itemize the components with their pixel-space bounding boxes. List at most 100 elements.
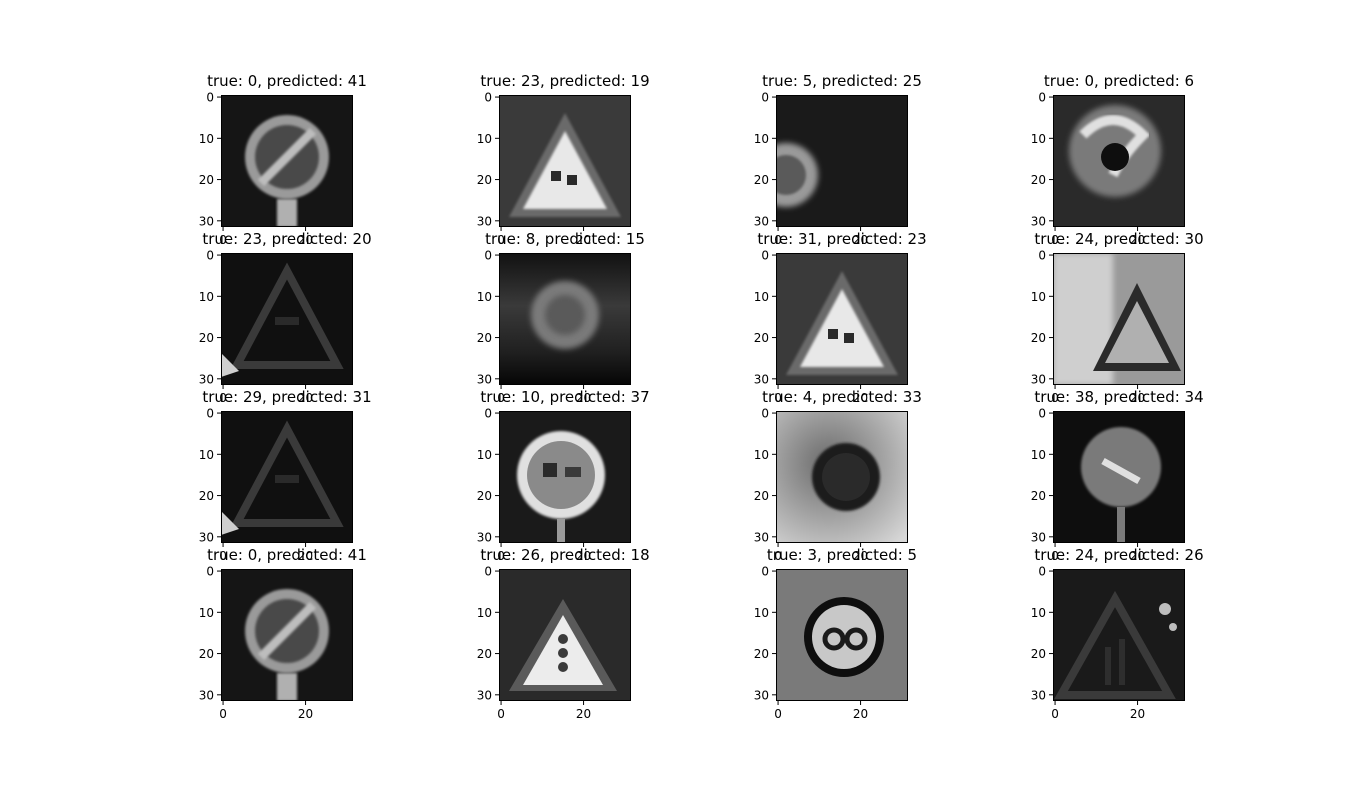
x-tick-label: 0 <box>1051 707 1059 721</box>
axes-frame <box>499 95 631 227</box>
y-tick-label: 10 <box>477 606 492 620</box>
y-tick-label: 20 <box>1031 173 1046 187</box>
y-tick-label: 0 <box>761 91 769 105</box>
y-tick-label: 20 <box>1031 489 1046 503</box>
y-tick-label: 30 <box>199 530 214 544</box>
y-tick-label: 20 <box>477 647 492 661</box>
axes-frame <box>221 569 353 701</box>
y-tick-label: 10 <box>199 448 214 462</box>
sign-image <box>499 569 631 701</box>
x-tick-label: 0 <box>497 549 505 563</box>
y-tick-label: 30 <box>199 372 214 386</box>
y-tick-label: 30 <box>1031 214 1046 228</box>
axes-frame <box>221 411 353 543</box>
y-tick-label: 10 <box>199 606 214 620</box>
y-tick-label: 30 <box>199 214 214 228</box>
subplot-title: true: 24, predicted: 30 <box>1034 230 1203 248</box>
subplot-title: true: 0, predicted: 6 <box>1044 72 1194 90</box>
y-tick-label: 0 <box>761 249 769 263</box>
y-tick-label: 10 <box>754 606 769 620</box>
x-tick-label: 20 <box>853 707 868 721</box>
y-tick-label: 20 <box>477 173 492 187</box>
y-tick-label: 30 <box>1031 530 1046 544</box>
y-tick-label: 0 <box>1038 407 1046 421</box>
axes-frame <box>221 253 353 385</box>
sign-image <box>1053 411 1185 543</box>
y-tick-label: 30 <box>1031 688 1046 702</box>
y-tick-label: 30 <box>754 214 769 228</box>
x-tick-label: 20 <box>298 549 313 563</box>
x-tick-label: 20 <box>576 549 591 563</box>
sign-image <box>499 411 631 543</box>
x-tick-label: 20 <box>298 233 313 247</box>
y-tick-label: 20 <box>754 489 769 503</box>
x-tick-label: 0 <box>1051 549 1059 563</box>
x-tick-label: 20 <box>1130 707 1145 721</box>
y-tick-label: 0 <box>206 91 214 105</box>
y-tick-label: 20 <box>199 173 214 187</box>
subplot-title: true: 5, predicted: 25 <box>762 72 922 90</box>
y-tick-label: 20 <box>754 647 769 661</box>
axes-frame <box>1053 95 1185 227</box>
x-tick-label: 20 <box>298 391 313 405</box>
axes-frame <box>499 253 631 385</box>
y-tick-label: 30 <box>199 688 214 702</box>
x-tick-label: 0 <box>774 549 782 563</box>
axes-frame <box>1053 411 1185 543</box>
subplot-title: true: 8, predicted: 15 <box>485 230 645 248</box>
x-tick-label: 20 <box>576 233 591 247</box>
y-tick-label: 10 <box>1031 606 1046 620</box>
y-tick-label: 0 <box>206 407 214 421</box>
x-tick-label: 20 <box>853 233 868 247</box>
sign-image <box>776 411 908 543</box>
subplot-title: true: 0, predicted: 41 <box>207 72 367 90</box>
subplot-title: true: 23, predicted: 20 <box>202 230 371 248</box>
y-tick-label: 20 <box>199 331 214 345</box>
axes-frame <box>499 411 631 543</box>
axes-frame <box>1053 253 1185 385</box>
y-tick-label: 0 <box>1038 249 1046 263</box>
x-tick-label: 0 <box>497 707 505 721</box>
subplot-title: true: 23, predicted: 19 <box>480 72 649 90</box>
sign-image <box>499 95 631 227</box>
y-tick-label: 10 <box>477 448 492 462</box>
y-tick-label: 0 <box>1038 91 1046 105</box>
y-tick-label: 10 <box>1031 448 1046 462</box>
y-tick-label: 20 <box>1031 647 1046 661</box>
x-tick-label: 0 <box>1051 391 1059 405</box>
y-tick-label: 20 <box>754 331 769 345</box>
y-tick-label: 30 <box>477 688 492 702</box>
x-tick-label: 0 <box>219 707 227 721</box>
sign-image <box>776 569 908 701</box>
sign-image <box>499 253 631 385</box>
y-tick-label: 30 <box>754 372 769 386</box>
subplot-title: true: 3, predicted: 5 <box>767 546 917 564</box>
y-tick-label: 0 <box>484 565 492 579</box>
y-tick-label: 0 <box>484 249 492 263</box>
y-tick-label: 0 <box>206 249 214 263</box>
y-tick-label: 0 <box>761 407 769 421</box>
y-tick-label: 20 <box>477 489 492 503</box>
x-tick-label: 20 <box>853 549 868 563</box>
x-tick-label: 0 <box>497 233 505 247</box>
sign-image <box>221 253 353 385</box>
x-tick-label: 20 <box>576 391 591 405</box>
y-tick-label: 0 <box>761 565 769 579</box>
subplot-title: true: 38, predicted: 34 <box>1034 388 1203 406</box>
sign-image <box>1053 569 1185 701</box>
y-tick-label: 0 <box>206 565 214 579</box>
axes-frame <box>776 253 908 385</box>
y-tick-label: 10 <box>477 290 492 304</box>
y-tick-label: 30 <box>1031 372 1046 386</box>
